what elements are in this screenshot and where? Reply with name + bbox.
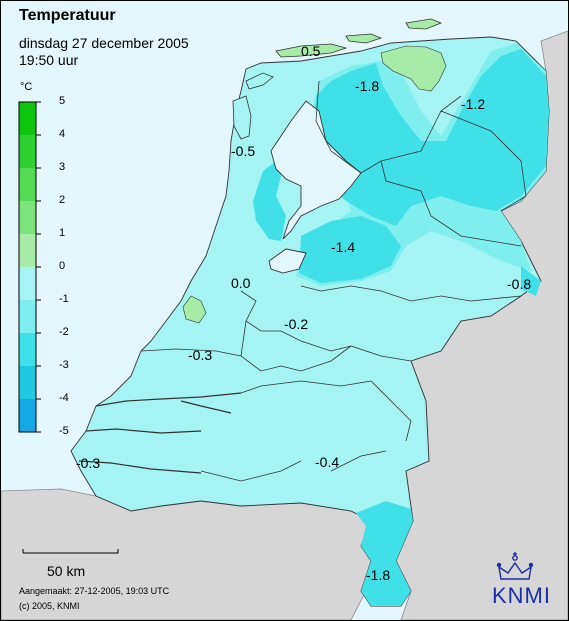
scale-bar [22,549,119,554]
delta-water [78,392,242,474]
value-label-brabant: -0.4 [315,454,340,470]
legend-band [19,135,36,168]
legend-tick-label: -2 [59,326,69,338]
legend-tick-label: 1 [59,227,66,239]
scale-label: 50 km [47,563,86,579]
legend-band [19,102,36,135]
map-title: Temperatuur [19,7,116,24]
value-label-zeeland: -0.3 [76,455,101,471]
legend-band [19,333,36,366]
island-texel [232,95,252,140]
region-warm-coast [182,295,207,324]
legend-tick-label: -1 [59,293,69,305]
ijsselmeer-water [270,100,362,240]
region-east-cold [521,266,541,296]
island-schiermonnikoog [405,18,443,30]
region-colder-north [313,49,549,226]
region-limburg-cold [356,501,413,606]
region-warm-north [380,45,447,92]
legend-band [19,168,36,201]
region-flevoland-cold [299,216,401,283]
legend-color-bar [18,101,41,433]
legend-tick-label: -4 [59,392,69,404]
legend-band [19,267,36,300]
legend-tick-label: -3 [59,359,69,371]
legend-band [19,399,36,432]
legend-tick-label: -5 [59,425,69,437]
legend-band [19,201,36,234]
value-label-groningen: -1.2 [461,96,486,112]
island-terschelling [275,43,348,58]
created-timestamp: Aangemaakt: 27-12-2005, 19:03 UTC [19,586,170,596]
legend-band [19,300,36,333]
value-label-twente: -0.8 [507,276,532,292]
value-label-flevoland: -1.4 [331,239,356,255]
map-date: dinsdag 27 december 2005 [19,35,189,51]
value-label-friesland: -1.8 [355,78,380,94]
value-label-terschelling: 0.5 [301,43,321,59]
island-vlieland [245,72,274,90]
value-label-den-helder: -0.5 [231,143,256,159]
legend-tick-label: 5 [59,95,66,107]
legend-tick-label: 2 [59,194,66,206]
legend-tick-label: 4 [59,128,66,140]
value-label-utrecht: -0.2 [284,316,309,332]
island-ameland [345,33,383,44]
province-borders [140,80,527,482]
markermeer-water [268,248,307,274]
legend-tick-label: 3 [59,161,66,173]
legend-unit: °C [20,81,33,93]
knmi-logo-text: KNMI [492,583,551,608]
value-label-amsterdam: 0.0 [231,275,251,291]
map-time: 19:50 uur [19,52,79,68]
legend-band [19,366,36,399]
value-label-rotterdam: -0.3 [188,347,213,363]
copyright-text: (c) 2005, KNMI [19,601,80,611]
knmi-crown-logo [496,552,534,580]
region-northholland-cold [253,161,286,241]
legend-tick-label: 0 [59,260,66,272]
value-label-limburg: -1.8 [366,567,391,583]
legend-band [19,234,36,267]
